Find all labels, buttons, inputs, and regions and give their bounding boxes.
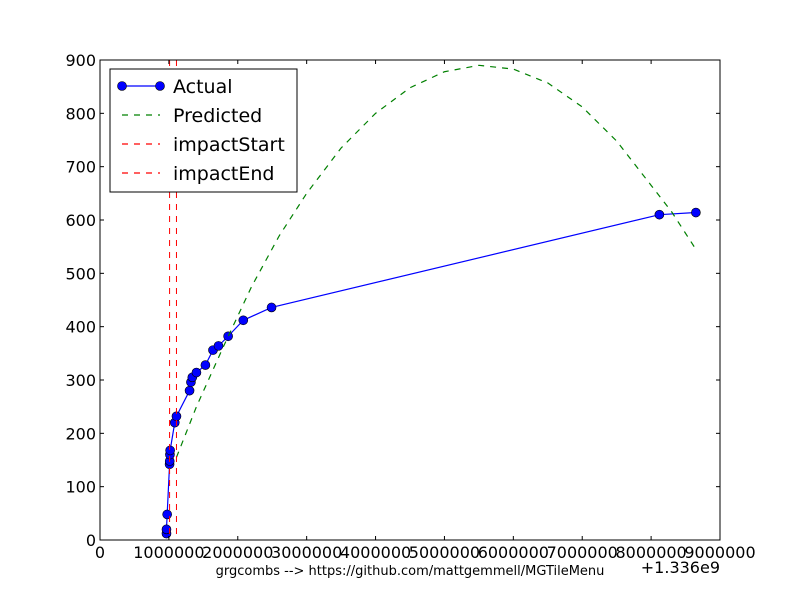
- series-actual-point: [191, 367, 202, 378]
- x-tick-label: 7000000: [547, 543, 618, 562]
- legend-label: Actual: [173, 76, 233, 98]
- y-tick-label: 300: [65, 371, 96, 390]
- series-actual-point: [223, 331, 233, 342]
- y-tick-label: 600: [65, 211, 96, 230]
- y-tick-label: 0: [86, 531, 96, 550]
- legend-label: impactStart: [173, 134, 285, 156]
- series-actual-point: [238, 315, 249, 326]
- y-tick-label: 800: [65, 104, 96, 123]
- x-tick-label: 4000000: [340, 543, 411, 562]
- plot-area: [161, 60, 701, 540]
- x-tick-label: 1000000: [133, 543, 204, 562]
- x-tick-label: 6000000: [478, 543, 549, 562]
- y-tick-label: 400: [65, 318, 96, 337]
- legend-label: impactEnd: [173, 163, 275, 185]
- x-tick-label: 9000000: [684, 543, 755, 562]
- x-tick-label: 5000000: [409, 543, 480, 562]
- series-actual-point: [213, 341, 224, 351]
- legend-label: Predicted: [173, 105, 262, 127]
- series-actual-point: [165, 445, 175, 456]
- axis-ticks: 0 100000020000003000000400000050000006000…: [65, 51, 755, 562]
- y-tick-label: 500: [65, 264, 96, 283]
- series-actual-point: [161, 524, 172, 535]
- y-tick-label: 900: [65, 51, 96, 70]
- legend-swatch-marker: [117, 81, 127, 91]
- series-actual-point: [691, 207, 701, 218]
- series-actual-point: [184, 385, 195, 396]
- x-tick-label: 2000000: [202, 543, 273, 562]
- x-axis-label: grgcombs --> https://github.com/mattgemm…: [216, 564, 605, 579]
- legend-swatch-marker: [155, 81, 165, 91]
- axes-frame: [99, 59, 721, 541]
- series-actual-point: [200, 360, 211, 370]
- x-offset-label: +1.336e9: [641, 558, 720, 577]
- series-actual-point: [654, 209, 665, 220]
- series-actual-point: [266, 302, 277, 313]
- x-tick-label: 8000000: [615, 543, 686, 562]
- x-tick-label: 3000000: [271, 543, 342, 562]
- y-tick-label: 200: [65, 424, 96, 443]
- series-actual-point: [162, 509, 172, 520]
- y-tick-label: 700: [65, 158, 96, 177]
- x-tick-label: 0: [95, 543, 105, 562]
- legend: Actual Predicted impactStart impactEnd: [109, 68, 298, 193]
- series-predicted-line: [175, 64, 697, 458]
- y-tick-label: 100: [65, 478, 96, 497]
- legend-box: [109, 68, 298, 193]
